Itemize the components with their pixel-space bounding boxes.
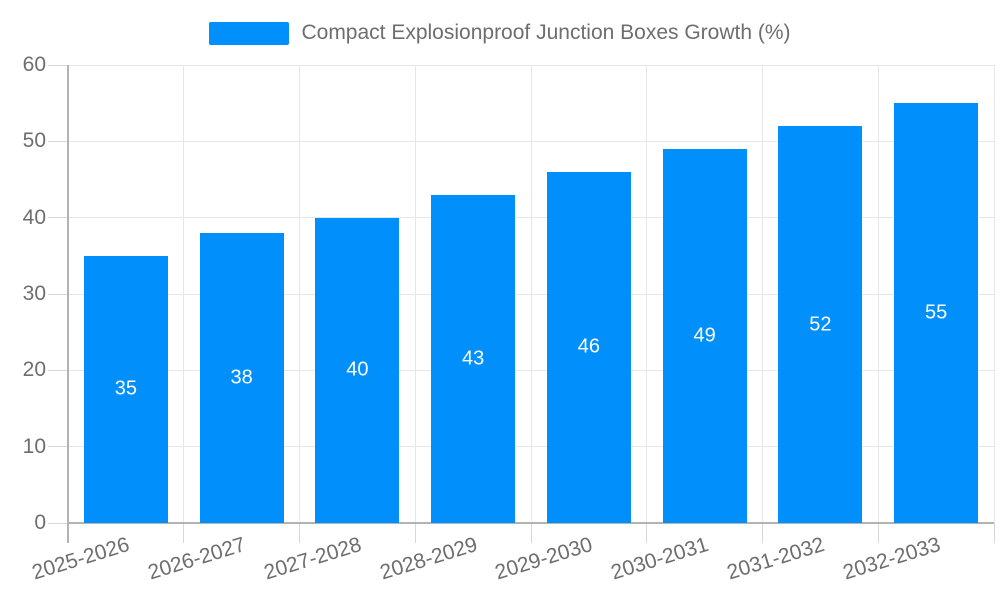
- legend-swatch-icon: [209, 21, 290, 45]
- y-tick-label: 40: [22, 205, 46, 229]
- v-gridline: [646, 65, 648, 523]
- bar-value-label: 55: [925, 301, 948, 324]
- y-axis-tick: [48, 140, 68, 142]
- x-tick-label: 2028-2029: [377, 533, 480, 585]
- y-axis-tick: [48, 369, 68, 371]
- x-tick-label: 2027-2028: [261, 533, 365, 585]
- y-axis-tick: [48, 522, 68, 524]
- bar-value-label: 40: [346, 358, 369, 381]
- bar-value-label: 46: [577, 335, 600, 358]
- x-tick-label: 2029-2030: [492, 533, 596, 585]
- x-axis-tick: [299, 523, 300, 543]
- bar[interactable]: [431, 194, 516, 523]
- bar[interactable]: [662, 148, 747, 523]
- v-gridline: [877, 65, 879, 523]
- bar-value-label: 35: [114, 377, 137, 400]
- y-axis-tick: [48, 293, 68, 295]
- v-gridline: [414, 65, 416, 523]
- y-axis-tick: [48, 64, 68, 66]
- legend-label: Compact Explosionproof Junction Boxes Gr…: [301, 21, 791, 44]
- x-axis-tick: [877, 523, 879, 543]
- x-tick-label: 2025-2026: [29, 533, 133, 585]
- bar[interactable]: [778, 126, 863, 523]
- x-tick-label: 2030-2031: [608, 533, 712, 585]
- chart-legend[interactable]: Compact Explosionproof Junction Boxes Gr…: [0, 20, 1000, 46]
- y-tick-label: 20: [22, 358, 46, 382]
- x-axis-tick: [414, 523, 416, 543]
- bar-value-label: 49: [693, 324, 716, 347]
- bar-value-label: 38: [230, 366, 253, 389]
- x-axis-tick: [762, 523, 763, 543]
- y-axis-tick: [48, 217, 68, 219]
- x-axis-tick: [183, 523, 185, 543]
- y-tick-label: 50: [22, 129, 46, 153]
- v-gridline: [762, 65, 763, 523]
- bar[interactable]: [199, 232, 284, 523]
- x-axis-line: [68, 522, 994, 524]
- y-axis-tick: [48, 446, 68, 448]
- x-axis-tick: [530, 523, 532, 543]
- y-tick-label: 0: [34, 511, 46, 534]
- bar[interactable]: [546, 171, 631, 523]
- bar-value-label: 52: [809, 313, 832, 336]
- bar[interactable]: [894, 103, 979, 523]
- x-axis-tick: [993, 523, 995, 543]
- bar[interactable]: [83, 255, 168, 523]
- y-axis-line: [67, 65, 69, 543]
- v-gridline: [993, 65, 995, 523]
- v-gridline: [183, 65, 185, 523]
- y-tick-label: 10: [22, 434, 46, 458]
- bar[interactable]: [315, 217, 400, 523]
- x-axis-tick: [646, 523, 648, 543]
- x-tick-label: 2026-2027: [145, 533, 249, 585]
- x-tick-label: 2031-2032: [724, 533, 828, 585]
- x-tick-label: 2032-2033: [840, 533, 943, 585]
- v-gridline: [530, 65, 532, 523]
- y-tick-label: 60: [22, 53, 46, 76]
- y-tick-label: 30: [22, 282, 46, 305]
- bar-value-label: 43: [462, 347, 485, 370]
- v-gridline: [299, 65, 300, 523]
